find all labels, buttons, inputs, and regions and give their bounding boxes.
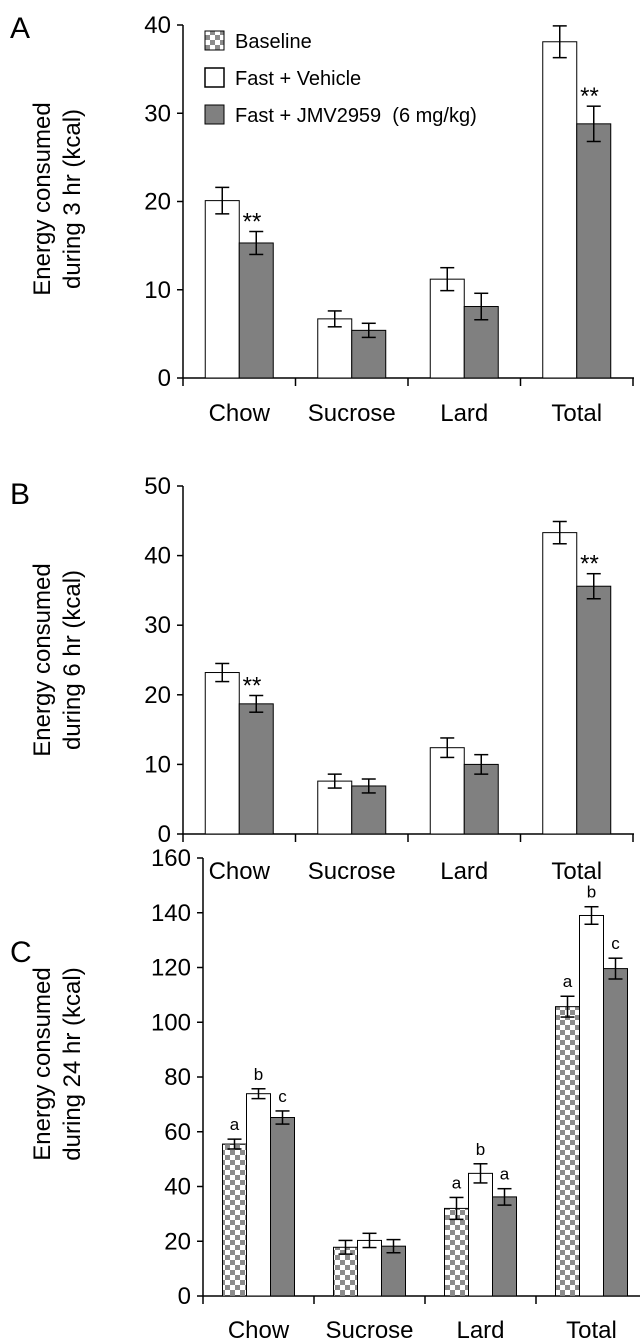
bar (204, 200, 240, 379)
legend-swatch-vehicle (204, 67, 225, 88)
group-letter-label: a (500, 1165, 510, 1184)
bar (238, 703, 274, 835)
x-tick-label: Lard (440, 400, 488, 427)
group-letter-label: b (476, 1140, 485, 1159)
bar (579, 914, 604, 1297)
bar (555, 1006, 580, 1297)
bar (429, 747, 465, 835)
bar (463, 763, 499, 835)
panel-letter-a: A (10, 12, 30, 45)
bar (576, 585, 612, 835)
bar (351, 329, 387, 379)
x-tick-label: Chow (228, 1317, 290, 1344)
bar (492, 1196, 517, 1297)
bar (429, 278, 465, 379)
x-tick-label: Total (566, 1317, 617, 1344)
panel-c: C Energy consumed during 24 hr (kcal) 0 2… (10, 845, 640, 1344)
legend-swatch-jmv (204, 104, 225, 125)
y-axis-label-a-line2: during 3 hr (kcal) (59, 109, 86, 289)
bar (222, 1143, 247, 1297)
panel-b: B Energy consumed during 6 hr (kcal) 0 10… (10, 473, 634, 885)
y-tick-label: 100 (151, 1009, 191, 1036)
group-letter-label: c (611, 934, 620, 953)
bar (444, 1207, 469, 1297)
bar (333, 1246, 358, 1297)
x-tick-label: Lard (456, 1317, 504, 1344)
significance-label: ** (580, 83, 599, 110)
group-letter-label: a (563, 972, 573, 991)
y-tick-label: 140 (151, 900, 191, 927)
plot-area-a: 0 10 20 30 40 Chow Sucrose Lard Total ** ** (144, 12, 634, 427)
bar (317, 318, 353, 379)
legend: Baseline Fast + Vehicle Fast + JMV2959 (… (204, 30, 477, 127)
y-tick-label: 120 (151, 955, 191, 982)
y-tick-label: 20 (164, 1228, 191, 1255)
bar (576, 123, 612, 379)
plot-area-b: 0 10 20 30 40 50 Chow Sucrose Lard Total ** ** (144, 473, 634, 885)
bar (357, 1239, 382, 1297)
legend-swatch-baseline (204, 30, 225, 51)
y-tick-label: 30 (144, 612, 171, 639)
bar (542, 532, 578, 835)
x-tick-label: Chow (209, 858, 271, 885)
legend-label-jmv: Fast + JMV2959 (6 mg/kg) (235, 105, 477, 127)
y-tick-label: 40 (164, 1174, 191, 1201)
bar (238, 242, 274, 379)
y-tick-label: 10 (144, 277, 171, 304)
bar (542, 41, 578, 379)
y-tick-label: 20 (144, 682, 171, 709)
bar (204, 672, 240, 835)
legend-label-baseline: Baseline (235, 31, 312, 53)
y-tick-label: 20 (144, 189, 171, 216)
y-tick-label: 50 (144, 473, 171, 500)
group-letter-label: c (278, 1087, 287, 1106)
bar (381, 1245, 406, 1297)
y-axis-label-b-line2: during 6 hr (kcal) (59, 570, 86, 750)
x-tick-label: Chow (209, 400, 271, 427)
x-tick-label: Sucrose (308, 858, 396, 885)
significance-label: ** (243, 209, 262, 236)
bar (468, 1172, 493, 1297)
y-tick-label: 30 (144, 100, 171, 127)
y-tick-label: 80 (164, 1064, 191, 1091)
y-tick-label: 160 (151, 845, 191, 872)
bar (270, 1117, 295, 1297)
y-tick-label: 40 (144, 12, 171, 39)
panel-a: A Energy consumed during 3 hr (kcal) 0 10… (10, 12, 634, 427)
legend-label-vehicle: Fast + Vehicle (235, 68, 361, 90)
bar (246, 1093, 271, 1297)
significance-label: ** (580, 551, 599, 578)
y-axis-label-c-line1: Energy consumed (29, 967, 56, 1160)
panel-letter-c: C (10, 936, 32, 969)
y-tick-label: 0 (158, 821, 171, 848)
bar (603, 968, 628, 1297)
y-tick-label: 40 (144, 543, 171, 570)
y-axis-label-a-line1: Energy consumed (29, 102, 56, 295)
bar (317, 780, 353, 835)
y-tick-label: 60 (164, 1119, 191, 1146)
x-tick-label: Sucrose (325, 1317, 413, 1344)
significance-label: ** (243, 672, 262, 699)
x-tick-label: Total (551, 858, 602, 885)
group-letter-label: a (452, 1173, 462, 1192)
y-tick-label: 0 (158, 365, 171, 392)
x-tick-label: Total (551, 400, 602, 427)
plot-area-c: 0 20 40 60 80 100 120 140 160 Chow Sucrose Lard Tota… (151, 845, 640, 1344)
y-axis-label-c-line2: during 24 hr (kcal) (59, 967, 86, 1160)
group-letter-label: a (230, 1115, 240, 1134)
y-axis-label-b-line1: Energy consumed (29, 563, 56, 756)
group-letter-label: b (254, 1065, 263, 1084)
panel-letter-b: B (10, 478, 30, 511)
bar (351, 785, 387, 835)
x-tick-label: Lard (440, 858, 488, 885)
x-tick-label: Sucrose (308, 400, 396, 427)
y-tick-label: 10 (144, 751, 171, 778)
y-tick-label: 0 (178, 1283, 191, 1310)
group-letter-label: b (587, 883, 596, 902)
